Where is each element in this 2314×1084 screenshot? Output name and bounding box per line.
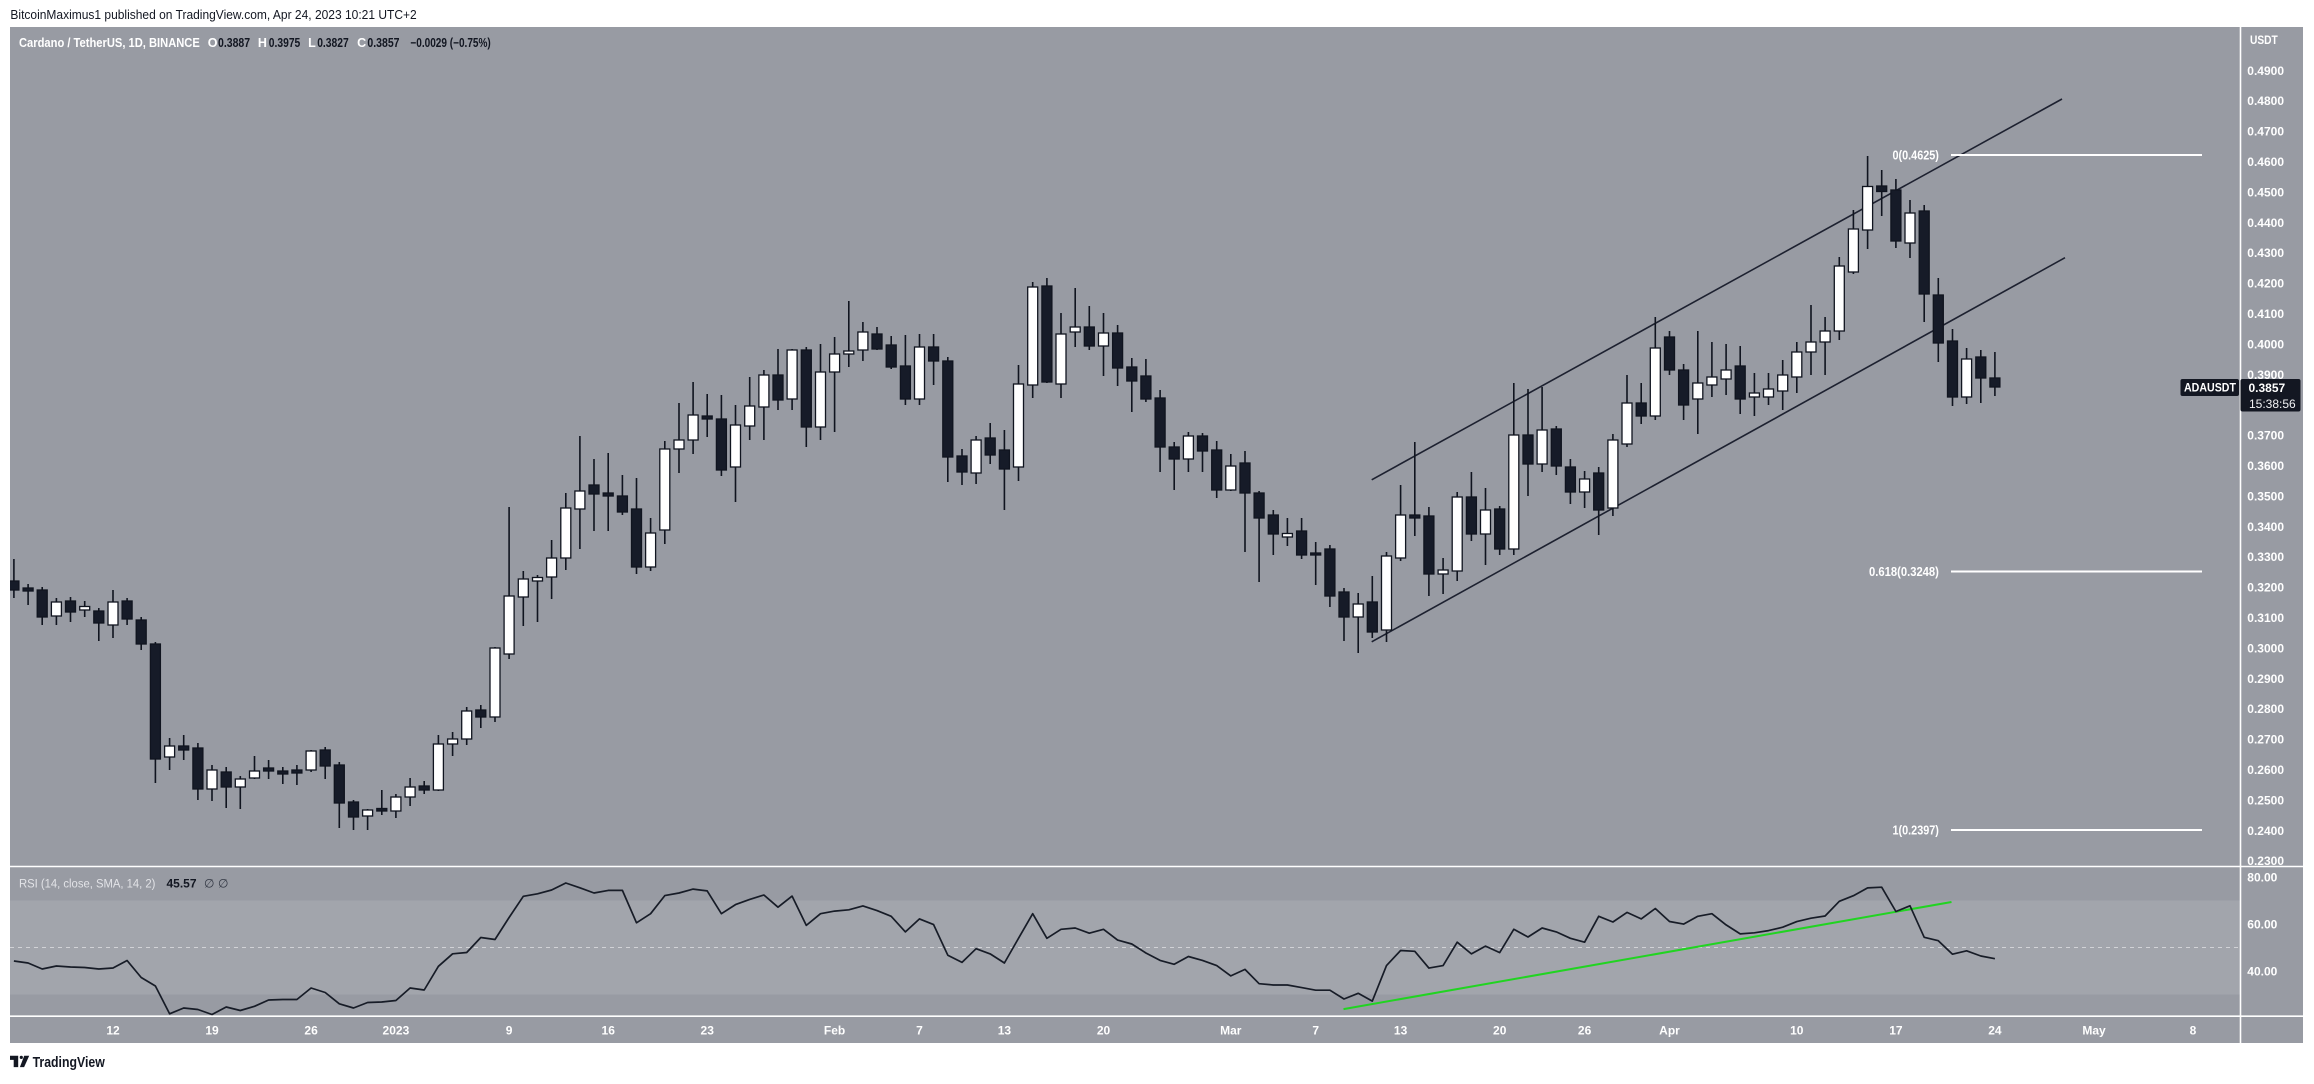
svg-text:15:38:56: 15:38:56 <box>2249 397 2296 411</box>
svg-text:TradingView: TradingView <box>33 1054 105 1070</box>
svg-text:−0.0029 (−0.75%): −0.0029 (−0.75%) <box>410 37 491 50</box>
svg-text:26: 26 <box>1578 1023 1592 1037</box>
svg-text:0.4000: 0.4000 <box>2247 337 2284 351</box>
svg-text:0.618(0.3248): 0.618(0.3248) <box>1869 564 1939 579</box>
svg-text:O: O <box>208 36 218 50</box>
svg-text:19: 19 <box>205 1023 219 1037</box>
svg-text:0.3975: 0.3975 <box>269 37 301 50</box>
svg-text:8: 8 <box>2190 1023 2197 1037</box>
svg-text:24: 24 <box>1988 1023 2002 1037</box>
svg-text:0.3500: 0.3500 <box>2247 489 2284 503</box>
svg-text:∅: ∅ <box>204 876 214 890</box>
svg-text:20: 20 <box>1097 1023 1111 1037</box>
svg-text:0.4400: 0.4400 <box>2247 216 2284 230</box>
svg-text:2023: 2023 <box>383 1023 410 1037</box>
svg-text:7: 7 <box>1312 1023 1319 1037</box>
svg-text:60.00: 60.00 <box>2247 918 2277 932</box>
svg-text:9: 9 <box>506 1023 513 1037</box>
svg-text:0.4900: 0.4900 <box>2247 64 2284 78</box>
svg-text:0.3857: 0.3857 <box>2249 381 2286 395</box>
svg-text:Feb: Feb <box>824 1023 845 1037</box>
svg-text:0.2900: 0.2900 <box>2247 672 2284 686</box>
svg-text:45.57: 45.57 <box>167 876 197 890</box>
svg-text:0.3900: 0.3900 <box>2247 368 2284 382</box>
svg-text:0.4200: 0.4200 <box>2247 277 2284 291</box>
svg-text:H: H <box>258 36 267 50</box>
svg-text:0.3100: 0.3100 <box>2247 611 2284 625</box>
svg-text:0.2400: 0.2400 <box>2247 824 2284 838</box>
svg-text:0.4300: 0.4300 <box>2247 246 2284 260</box>
svg-text:RSI (14, close, SMA, 14, 2): RSI (14, close, SMA, 14, 2) <box>19 877 156 890</box>
svg-text:7: 7 <box>916 1023 923 1037</box>
svg-text:0.4700: 0.4700 <box>2247 125 2284 139</box>
svg-text:0.3827: 0.3827 <box>317 37 348 50</box>
svg-text:0.4800: 0.4800 <box>2247 94 2284 108</box>
svg-text:0.2700: 0.2700 <box>2247 733 2284 747</box>
svg-text:10: 10 <box>1790 1023 1804 1037</box>
svg-text:0.4500: 0.4500 <box>2247 185 2284 199</box>
svg-text:0.3600: 0.3600 <box>2247 459 2284 473</box>
svg-text:L: L <box>308 36 316 50</box>
svg-text:0.3000: 0.3000 <box>2247 641 2284 655</box>
svg-text:23: 23 <box>701 1023 715 1037</box>
svg-text:BitcoinMaximus1 published on T: BitcoinMaximus1 published on TradingView… <box>10 8 416 22</box>
svg-text:Cardano / TetherUS, 1D, BINANC: Cardano / TetherUS, 1D, BINANCE <box>19 35 200 50</box>
svg-text:1(0.2397): 1(0.2397) <box>1893 824 1940 838</box>
svg-text:12: 12 <box>106 1023 120 1037</box>
svg-text:0.3400: 0.3400 <box>2247 520 2284 534</box>
svg-text:May: May <box>2082 1023 2106 1037</box>
svg-text:0.2300: 0.2300 <box>2247 854 2284 868</box>
svg-text:USDT: USDT <box>2250 34 2278 47</box>
svg-text:40.00: 40.00 <box>2247 965 2277 979</box>
svg-text:0.2800: 0.2800 <box>2247 702 2284 716</box>
svg-text:0.3200: 0.3200 <box>2247 581 2284 595</box>
svg-text:0.3857: 0.3857 <box>367 37 399 50</box>
svg-text:ADAUSDT: ADAUSDT <box>2184 382 2236 395</box>
svg-text:0.4100: 0.4100 <box>2247 307 2284 321</box>
svg-text:13: 13 <box>998 1023 1012 1037</box>
svg-text:0(0.4625): 0(0.4625) <box>1893 149 1940 163</box>
svg-text:0.2500: 0.2500 <box>2247 793 2284 807</box>
svg-text:17: 17 <box>1889 1023 1903 1037</box>
svg-text:20: 20 <box>1493 1023 1507 1037</box>
svg-text:Mar: Mar <box>1220 1023 1242 1037</box>
svg-text:0.3700: 0.3700 <box>2247 429 2284 443</box>
svg-text:0.2600: 0.2600 <box>2247 763 2284 777</box>
svg-text:0.3887: 0.3887 <box>218 37 250 50</box>
svg-text:13: 13 <box>1394 1023 1408 1037</box>
svg-text:16: 16 <box>602 1023 616 1037</box>
svg-text:26: 26 <box>304 1023 318 1037</box>
svg-text:∅: ∅ <box>218 876 228 890</box>
svg-text:80.00: 80.00 <box>2247 870 2277 884</box>
svg-text:Apr: Apr <box>1659 1023 1680 1037</box>
svg-text:0.3300: 0.3300 <box>2247 550 2284 564</box>
svg-text:C: C <box>357 36 366 50</box>
svg-text:0.4600: 0.4600 <box>2247 155 2284 169</box>
